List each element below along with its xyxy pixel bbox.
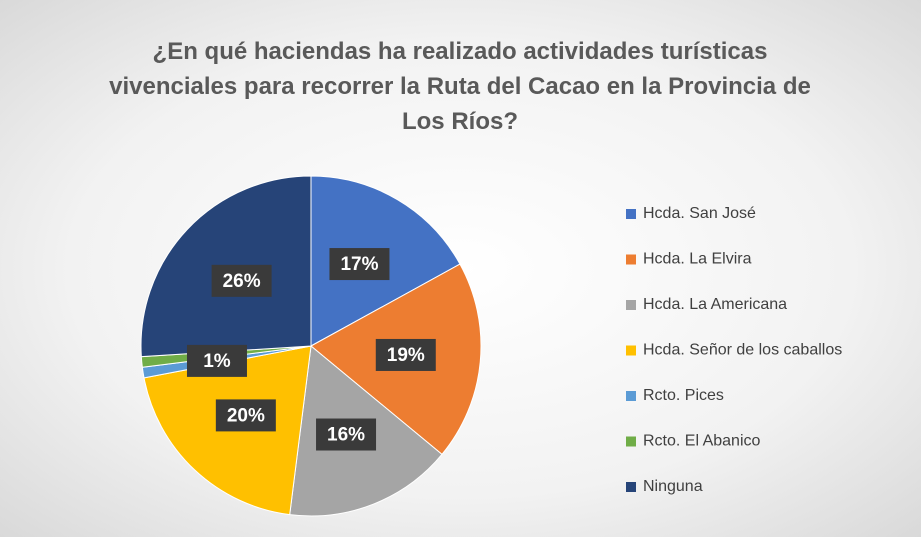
chart-title: ¿En qué haciendas ha realizado actividad… xyxy=(109,38,811,135)
label-box xyxy=(215,399,276,432)
legend-label: Hcda. La Elvira xyxy=(643,251,752,268)
label-box xyxy=(211,264,272,297)
legend-swatch xyxy=(626,254,636,265)
data-label: 16% xyxy=(327,425,365,446)
legend-label: Ninguna xyxy=(643,478,703,495)
legend-label: Hcda. San José xyxy=(643,205,756,222)
legend-swatch xyxy=(626,345,636,356)
legend-swatch xyxy=(626,391,636,401)
label-box xyxy=(329,248,390,281)
legend-label: Rcto. El Abanico xyxy=(643,433,761,450)
data-label: 20% xyxy=(227,405,265,426)
label-box xyxy=(375,338,436,371)
legend-swatch xyxy=(626,482,636,492)
legend-label: Hcda. La Americana xyxy=(643,296,787,313)
data-label: 26% xyxy=(223,271,261,292)
legend-swatch xyxy=(626,209,636,219)
legend-label: Rcto. Pices xyxy=(643,387,724,404)
label-box xyxy=(316,418,377,451)
legend-swatch xyxy=(626,436,636,447)
label-box xyxy=(186,344,247,377)
data-label: 1% xyxy=(203,351,231,372)
legend-swatch xyxy=(626,300,636,310)
legend-label: Hcda. Señor de los caballos xyxy=(643,342,842,359)
data-label: 19% xyxy=(387,345,425,366)
data-label: 17% xyxy=(340,254,378,275)
